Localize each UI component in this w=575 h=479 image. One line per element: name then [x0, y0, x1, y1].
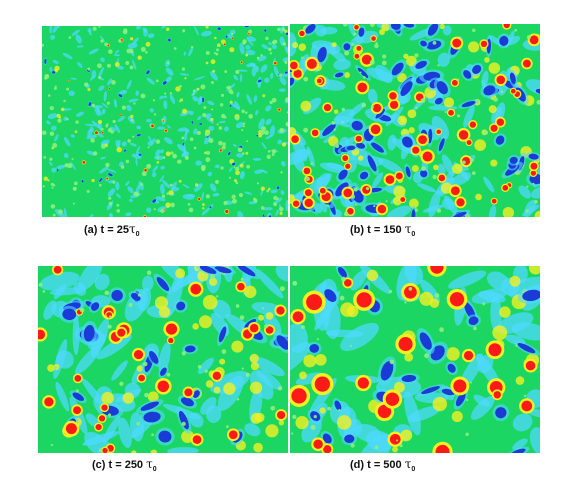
panel-a-caption-text: (a) t = 25 — [84, 224, 129, 236]
panel-a-tau-subscript: 0 — [135, 231, 140, 239]
panel-a-caption: (a) t = 25τ0 — [84, 222, 139, 238]
panel-c-image — [38, 266, 288, 453]
panel-c-caption: (c) t = 250 τ0 — [92, 457, 157, 473]
panel-d-vorticity-field — [290, 266, 540, 453]
panel-d-caption: (d) t = 500 τ0 — [350, 457, 415, 473]
panel-d-tau-symbol: τ — [404, 457, 412, 471]
panel-d-tau-subscript: 0 — [411, 466, 416, 474]
panel-b-tau-symbol: τ — [404, 222, 412, 236]
panel-b-caption: (b) t = 150 τ0 — [350, 222, 415, 238]
panel-c-tau-subscript: 0 — [152, 466, 157, 474]
panel-c-caption-text: (c) t = 250 — [92, 459, 144, 471]
panel-b-image — [290, 24, 540, 217]
panel-c-tau-symbol: τ — [146, 457, 153, 471]
panel-a-tau-symbol: τ — [128, 222, 136, 236]
panel-d-caption-text: (d) t = 500 — [350, 459, 402, 471]
panel-d-image — [290, 266, 540, 453]
panel-b-caption-text: (b) t = 150 — [350, 224, 402, 236]
panel-a-image — [42, 26, 288, 217]
panel-b-vorticity-field — [290, 24, 540, 217]
panel-a-vorticity-field — [42, 26, 288, 217]
panel-c-vorticity-field — [38, 266, 288, 453]
panel-b-tau-subscript: 0 — [411, 231, 416, 239]
